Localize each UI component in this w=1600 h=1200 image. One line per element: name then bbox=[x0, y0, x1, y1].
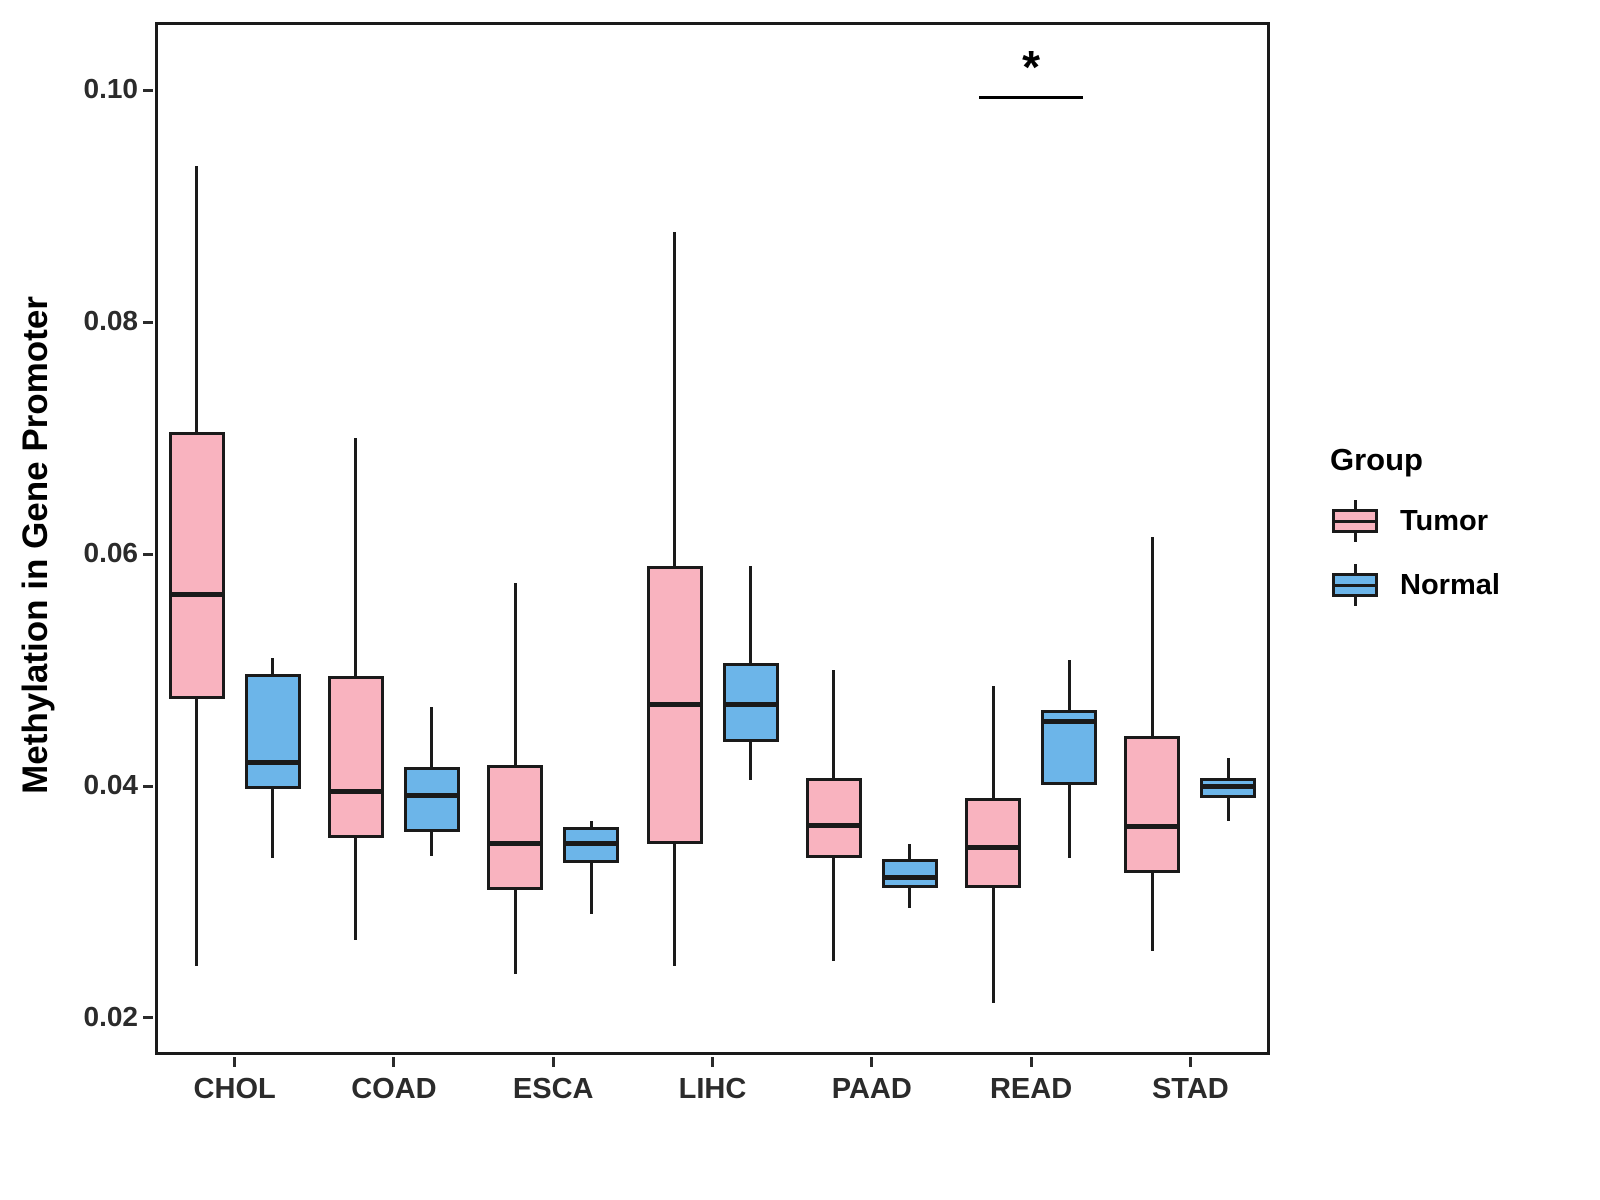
median-tumor-COAD bbox=[327, 789, 384, 795]
x-tick-mark bbox=[392, 1057, 396, 1067]
box-tumor-STAD bbox=[1124, 736, 1181, 873]
median-tumor-STAD bbox=[1124, 824, 1181, 830]
legend-label-tumor: Tumor bbox=[1400, 504, 1489, 537]
y-tick-mark bbox=[143, 320, 153, 324]
box-tumor-CHOL bbox=[168, 432, 225, 700]
median-tumor-LIHC bbox=[646, 702, 703, 708]
x-tick-label: ESCA bbox=[512, 1073, 594, 1105]
x-tick-mark bbox=[1188, 1057, 1192, 1067]
legend-label-normal: Normal bbox=[1400, 568, 1500, 601]
legend-key-box bbox=[1332, 509, 1378, 533]
boxplot-glyph-icon bbox=[1330, 562, 1380, 608]
y-tick-label: 0.04 bbox=[83, 769, 139, 801]
box-tumor-READ bbox=[965, 797, 1022, 889]
y-tick-mark bbox=[143, 88, 153, 92]
median-normal-PAAD bbox=[881, 875, 938, 881]
box-tumor-ESCA bbox=[487, 765, 544, 891]
median-normal-ESCA bbox=[563, 841, 620, 847]
y-tick-mark bbox=[143, 1016, 153, 1020]
x-tick-label: PAAD bbox=[831, 1073, 912, 1105]
median-tumor-CHOL bbox=[168, 592, 225, 598]
box-normal-COAD bbox=[403, 767, 460, 833]
x-tick-mark bbox=[551, 1057, 555, 1067]
legend-title: Group bbox=[1330, 442, 1423, 477]
significance-line bbox=[979, 96, 1084, 100]
median-normal-LIHC bbox=[722, 702, 779, 708]
median-tumor-ESCA bbox=[487, 841, 544, 847]
y-tick-label: 0.06 bbox=[83, 537, 139, 569]
legend-item-tumor: Tumor bbox=[1330, 498, 1500, 544]
x-tick-label: READ bbox=[989, 1073, 1073, 1105]
plot-panel bbox=[155, 22, 1270, 1055]
median-normal-COAD bbox=[403, 792, 460, 798]
box-normal-CHOL bbox=[244, 673, 301, 790]
x-tick-label: LIHC bbox=[678, 1073, 747, 1105]
y-tick-label: 0.10 bbox=[83, 73, 139, 105]
x-tick-mark bbox=[870, 1057, 874, 1067]
x-tick-mark bbox=[1029, 1057, 1033, 1067]
whisker-normal-ESCA bbox=[589, 820, 593, 914]
y-tick-label: 0.08 bbox=[83, 305, 139, 337]
x-tick-label: STAD bbox=[1151, 1073, 1229, 1105]
median-tumor-PAAD bbox=[805, 822, 862, 828]
significance-star: * bbox=[1022, 41, 1041, 94]
box-tumor-COAD bbox=[327, 675, 384, 839]
median-normal-READ bbox=[1041, 718, 1098, 724]
x-tick-mark bbox=[233, 1057, 237, 1067]
legend-item-normal: Normal bbox=[1330, 562, 1500, 608]
box-tumor-PAAD bbox=[805, 777, 862, 858]
x-tick-label: CHOL bbox=[193, 1073, 276, 1105]
median-normal-STAD bbox=[1200, 783, 1257, 789]
median-tumor-READ bbox=[965, 844, 1022, 850]
legend-key-box bbox=[1332, 573, 1378, 597]
boxplot-glyph-icon bbox=[1330, 498, 1380, 544]
y-tick-label: 0.02 bbox=[83, 1000, 139, 1032]
x-tick-label: COAD bbox=[351, 1073, 437, 1105]
box-normal-PAAD bbox=[881, 859, 938, 889]
y-tick-mark bbox=[143, 552, 153, 556]
y-tick-mark bbox=[143, 784, 153, 788]
legend: Group Tumor Normal bbox=[1330, 442, 1500, 626]
x-tick-mark bbox=[711, 1057, 714, 1067]
median-normal-CHOL bbox=[244, 760, 301, 766]
